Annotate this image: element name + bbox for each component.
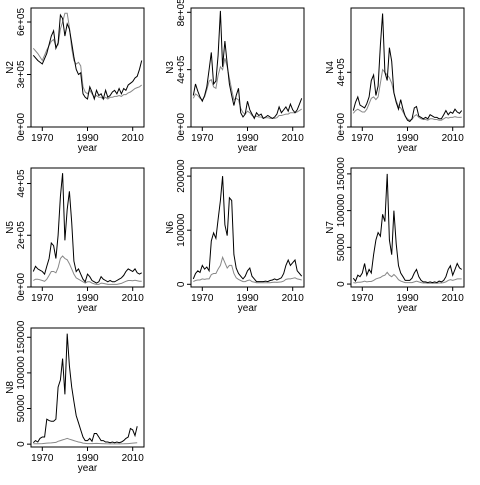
y-axis-label: N4 (325, 61, 336, 74)
x-tick-label: 2010 (442, 133, 465, 144)
panel-N6: 1970 1990 2010 0 100000 200000 year N6 (165, 159, 305, 314)
y-tick-label: 100000 (336, 193, 347, 227)
y-tick-label: 6e+05 (16, 8, 27, 37)
panel-N4: 1970 1990 2010 0e+00 4e+05 year N4 (325, 7, 465, 154)
plot-frame (30, 167, 145, 288)
series-line-gray (33, 437, 138, 445)
y-axis-label: N7 (325, 221, 336, 234)
x-tick-label: 2010 (122, 293, 145, 304)
plot-frame (30, 327, 145, 448)
plot-frame (30, 7, 145, 128)
series-line-gray (192, 58, 302, 119)
x-tick-label: 2010 (122, 453, 145, 464)
panel-N7: 1970 1990 2010 0 50000 100000 150000 year N7 (325, 157, 465, 314)
series-line-gray (353, 271, 462, 284)
x-axis-label: year (398, 303, 418, 314)
y-tick-label: 4e+05 (176, 55, 187, 84)
y-tick-label: 150000 (336, 157, 347, 191)
y-tick-label: 0e+00 (16, 113, 27, 142)
y-tick-label: 0e+00 (16, 273, 27, 302)
series-line-black (352, 173, 462, 284)
x-axis-label: year (78, 143, 98, 154)
y-tick-label: 3e+05 (16, 60, 27, 89)
y-tick-label: 0e+00 (176, 113, 187, 142)
y-tick-label: 100000 (16, 356, 27, 390)
panel-N8: 1970 1990 2010 0 50000 100000 150000 year N8 (5, 320, 145, 474)
y-tick-label: 4e+05 (16, 169, 27, 198)
y-tick-label: 50000 (336, 233, 347, 261)
x-tick-label: 1970 (31, 293, 54, 304)
series-line-black (32, 333, 138, 444)
y-tick-label: 50000 (16, 394, 27, 422)
y-axis-label: N6 (165, 221, 176, 234)
x-axis-label: year (78, 303, 98, 314)
x-tick-label: 1970 (351, 133, 374, 144)
series-line-gray (33, 255, 142, 285)
y-tick-label: 150000 (16, 320, 27, 354)
y-axis-label: N2 (5, 61, 16, 74)
x-tick-label: 2010 (282, 133, 305, 144)
panel-N5: 1970 1990 2010 0e+00 2e+05 4e+05 year N5 (5, 167, 145, 314)
series-line-black (32, 173, 142, 284)
y-tick-label: 2e+05 (16, 221, 27, 250)
x-tick-label: 2010 (282, 293, 305, 304)
plot-frame (350, 167, 465, 288)
y-tick-label: 0 (16, 441, 27, 447)
y-tick-label: 0e+00 (336, 113, 347, 142)
y-tick-label: 0 (176, 281, 187, 287)
series-line-black (32, 13, 143, 101)
x-tick-label: 1990 (396, 133, 419, 144)
x-tick-label: 2010 (122, 133, 145, 144)
x-axis-label: year (398, 143, 418, 154)
y-axis-label: N8 (5, 381, 16, 394)
series-line-black (352, 13, 463, 123)
x-axis-label: year (78, 463, 98, 474)
series-line-gray (193, 255, 302, 284)
x-tick-label: 1990 (236, 133, 259, 144)
x-tick-label: 2010 (442, 293, 465, 304)
plot-frame (350, 7, 465, 128)
y-tick-label: 0 (336, 281, 347, 287)
y-axis-label: N5 (5, 221, 16, 234)
panel-N2: 1970 1990 2010 0e+00 3e+05 6e+05 year N2 (5, 7, 145, 154)
x-tick-label: 1970 (191, 293, 214, 304)
x-tick-label: 1970 (31, 453, 54, 464)
series-line-black (192, 10, 303, 120)
x-tick-label: 1990 (236, 293, 259, 304)
x-tick-label: 1990 (76, 293, 99, 304)
x-tick-label: 1970 (31, 133, 54, 144)
y-tick-label: 4e+05 (336, 58, 347, 87)
y-axis-label: N3 (165, 61, 176, 74)
y-tick-label: 100000 (176, 213, 187, 247)
x-axis-label: year (238, 303, 258, 314)
x-tick-label: 1990 (76, 133, 99, 144)
x-axis-label: year (238, 143, 258, 154)
series-line-black (192, 176, 303, 283)
y-tick-label: 200000 (176, 159, 187, 193)
series-line-gray (352, 68, 462, 121)
y-tick-label: 8e+05 (176, 0, 187, 26)
x-tick-label: 1970 (191, 133, 214, 144)
panel-N3: 1970 1990 2010 0e+00 4e+05 8e+05 year N3 (165, 0, 305, 154)
x-tick-label: 1990 (76, 453, 99, 464)
x-tick-label: 1970 (351, 293, 374, 304)
x-tick-label: 1990 (396, 293, 419, 304)
series-line-gray (32, 12, 143, 100)
